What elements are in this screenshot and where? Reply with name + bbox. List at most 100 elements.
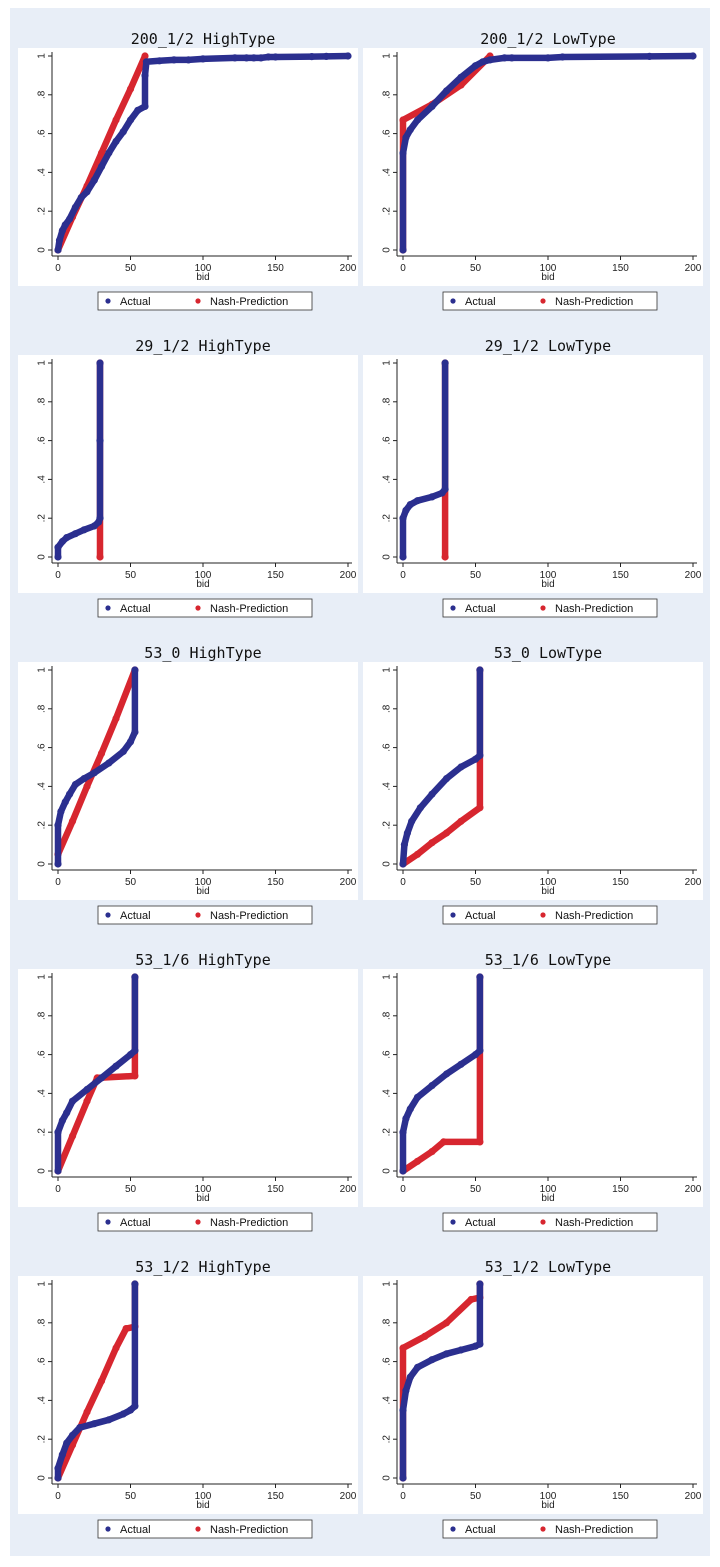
panel-title: 53_1/2 HighType (135, 1258, 270, 1276)
data-point (457, 1060, 465, 1068)
x-tick-label: 150 (612, 1184, 629, 1195)
data-point (54, 1474, 62, 1482)
data-point (58, 227, 66, 235)
legend-marker (195, 1526, 201, 1532)
data-point (476, 666, 484, 674)
actual-series (399, 52, 697, 254)
y-tick-label: .6 (382, 436, 393, 445)
legend-entry: Nash-Prediction (555, 910, 633, 922)
y-tick-label: 1 (382, 53, 393, 59)
data-point (63, 1439, 71, 1447)
actual-series (399, 973, 484, 1175)
y-tick-label: .6 (382, 1050, 393, 1059)
panel-title: 53_1/2 LowType (485, 1258, 611, 1276)
data-point (199, 55, 207, 63)
x-tick-label: 200 (340, 877, 357, 888)
data-point (399, 514, 407, 522)
data-point (80, 775, 88, 783)
legend-entry: Nash-Prediction (210, 1524, 288, 1536)
x-tick-label: 200 (685, 1184, 702, 1195)
data-point (441, 485, 449, 493)
data-point (80, 526, 88, 534)
x-tick-label: 50 (470, 570, 482, 581)
data-point (408, 817, 416, 825)
data-point (97, 1074, 106, 1082)
x-tick-label: 200 (340, 570, 357, 581)
data-point (413, 1363, 422, 1371)
legend-marker (105, 605, 111, 611)
data-point (105, 759, 113, 767)
y-tick-label: .8 (382, 1011, 393, 1020)
legend: Actual Nash-Prediction (97, 598, 313, 618)
data-point (544, 54, 552, 62)
data-point (96, 437, 104, 445)
legend-box (97, 905, 313, 925)
data-point (402, 506, 410, 514)
data-point (476, 751, 484, 760)
data-point (71, 530, 79, 538)
x-tick-label: 100 (540, 570, 557, 581)
chart-panel: 200_1/2 LowType 0 .2 .4 .6 .8 1 0 50 100 150 200 bid… (363, 30, 703, 311)
data-point (476, 1340, 484, 1348)
data-point (428, 493, 436, 501)
data-point (66, 215, 74, 223)
data-point (68, 1132, 77, 1140)
x-axis-label: bid (196, 272, 209, 283)
data-point (105, 1416, 113, 1424)
x-tick-label: 150 (267, 1184, 284, 1195)
data-point (54, 1167, 62, 1175)
y-tick-label: 1 (382, 360, 393, 366)
data-point (264, 53, 272, 61)
y-tick-label: .6 (37, 1357, 48, 1366)
x-tick-label: 100 (195, 570, 212, 581)
x-tick-label: 50 (470, 1491, 482, 1502)
x-tick-label: 50 (125, 877, 137, 888)
y-tick-label: .8 (382, 90, 393, 99)
x-tick-label: 200 (685, 877, 702, 888)
data-point (71, 203, 79, 211)
chart-panel: 53_1/2 HighType 0 .2 .4 .6 .8 1 0 50 100 150 200 bid… (18, 1258, 358, 1539)
legend-box (97, 1212, 313, 1232)
y-tick-label: 1 (37, 974, 48, 980)
y-tick-label: .8 (382, 1318, 393, 1327)
data-point (406, 501, 414, 509)
y-tick-label: .2 (37, 1435, 48, 1444)
data-point (131, 973, 139, 981)
legend-entry: Nash-Prediction (210, 910, 288, 922)
actual-series (399, 359, 449, 561)
data-point (77, 194, 85, 202)
data-point (131, 1047, 139, 1055)
x-tick-label: 150 (612, 570, 629, 581)
data-point (142, 58, 150, 66)
panel-title: 200_1/2 HighType (131, 30, 276, 48)
data-point (97, 749, 106, 758)
x-tick-label: 0 (55, 570, 61, 581)
chart-panel: 29_1/2 LowType 0 .2 .4 .6 .8 1 0 50 100 150 200 bid A… (363, 337, 703, 618)
legend: Actual Nash-Prediction (442, 598, 658, 618)
data-point (645, 52, 654, 61)
legend-entry: Actual (120, 603, 151, 615)
x-tick-label: 0 (400, 263, 406, 274)
legend: Actual Nash-Prediction (97, 1519, 313, 1539)
data-point (97, 149, 106, 157)
y-tick-label: 0 (382, 1475, 393, 1481)
data-point (90, 1420, 98, 1428)
data-point (68, 1431, 77, 1439)
y-tick-label: 0 (37, 554, 48, 560)
legend-marker (540, 912, 546, 918)
legend-entry: Actual (465, 296, 496, 308)
legend-marker (195, 605, 201, 611)
data-point (54, 1128, 62, 1136)
actual-series (54, 1280, 139, 1482)
data-point (442, 1319, 451, 1327)
legend-entry: Actual (120, 1217, 151, 1229)
legend: Actual Nash-Prediction (442, 291, 658, 311)
plot-background (363, 662, 703, 900)
data-point (54, 821, 62, 829)
data-point (428, 1148, 436, 1156)
y-tick-label: .6 (37, 436, 48, 445)
x-axis-label: bid (541, 272, 554, 283)
y-tick-label: .4 (37, 1396, 48, 1405)
data-point (58, 1451, 66, 1459)
data-point (63, 1109, 71, 1117)
